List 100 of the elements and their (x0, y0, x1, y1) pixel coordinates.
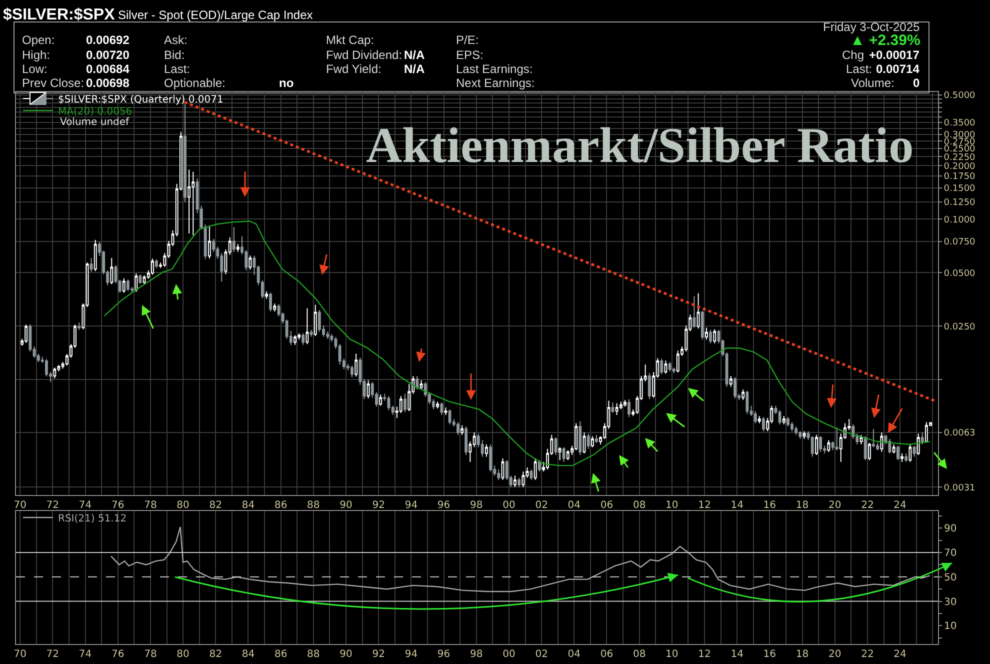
candlestick (151, 258, 154, 276)
x-tick-label: 80 (176, 649, 190, 660)
text: N/A (404, 62, 425, 76)
y-tick-label: 0.0031 (944, 483, 976, 494)
candlestick (513, 475, 516, 488)
x-tick-label: 02 (535, 500, 548, 511)
text: Ask: (164, 33, 188, 47)
x-tick-label: 20 (828, 500, 842, 511)
text: +0.00017 (869, 48, 920, 62)
candlestick (713, 328, 716, 344)
x-tick-label: 22 (861, 649, 874, 660)
chart-subtitle: Silver - Spot (EOD)/Large Cap Index (118, 8, 313, 22)
x-tick-label: 86 (274, 649, 288, 660)
candlestick (705, 327, 708, 340)
candlestick (534, 458, 537, 481)
candlestick (908, 444, 912, 462)
candlestick (538, 460, 541, 472)
candlestick (122, 278, 126, 294)
candlestick (273, 303, 276, 312)
x-tick-label: 02 (535, 649, 548, 660)
x-tick-label: 76 (111, 500, 124, 511)
text: Fwd Dividend: (326, 48, 402, 62)
y-tick-label: 0.1500 (944, 184, 976, 194)
candlestick (566, 450, 570, 461)
y-tick-label: 70 (944, 548, 957, 559)
x-tick-label: 06 (600, 649, 614, 660)
candlestick (586, 433, 590, 450)
x-tick-label: 16 (763, 500, 776, 511)
candlestick (794, 426, 798, 436)
text: Low: (22, 62, 48, 76)
x-tick-label: 80 (176, 500, 190, 511)
x-tick-label: 92 (372, 649, 385, 660)
candlestick (758, 415, 761, 424)
y-tick-label: 0.5000 (944, 91, 976, 102)
candlestick (489, 444, 492, 472)
y-tick-label: 0.2250 (944, 152, 976, 163)
x-tick-label: 82 (209, 649, 222, 660)
y-tick-label: 0.1750 (944, 172, 976, 182)
y-tick-label: 50 (944, 572, 957, 584)
candlestick (900, 452, 904, 462)
text: Last: (846, 62, 872, 76)
candlestick (582, 432, 586, 454)
candlestick (660, 358, 664, 375)
candlestick (558, 446, 562, 461)
text: 0.00714 (876, 62, 920, 76)
x-tick-label: 24 (894, 500, 906, 511)
y-tick-label: 0.0250 (944, 322, 976, 332)
candlestick (696, 292, 700, 330)
text: Optionable: (164, 76, 226, 90)
candlestick (729, 375, 732, 388)
candlestick (314, 304, 317, 336)
candlestick (236, 243, 240, 252)
candlestick (184, 104, 187, 202)
x-tick-label: 00 (502, 649, 516, 660)
text: High: (22, 48, 50, 62)
candlestick (782, 415, 786, 425)
candlestick (904, 452, 908, 462)
candlestick (484, 444, 488, 458)
candlestick (192, 171, 195, 236)
candlestick (611, 402, 614, 414)
candlestick (664, 360, 668, 374)
candlestick (154, 258, 158, 268)
candlestick (676, 350, 680, 374)
x-tick-label: 84 (242, 500, 255, 511)
candlestick (835, 427, 838, 451)
x-tick-label: 08 (632, 500, 646, 511)
candlestick (460, 424, 464, 436)
candlestick (896, 445, 900, 461)
x-tick-label: 82 (209, 500, 222, 511)
candlestick (734, 376, 736, 399)
candlestick (464, 426, 468, 456)
candlestick (440, 402, 444, 416)
x-tick-label: 12 (698, 649, 711, 660)
text: 0.00684 (86, 62, 130, 76)
text: Next Earnings: (456, 76, 535, 90)
x-tick-label: 86 (274, 500, 288, 511)
candlestick (892, 444, 896, 454)
x-tick-label: 94 (404, 500, 418, 511)
x-tick-label: 78 (144, 649, 157, 660)
text: Open: (22, 33, 55, 47)
candlestick (916, 433, 920, 456)
text: Mkt Cap: (326, 33, 374, 47)
candlestick (399, 396, 402, 414)
x-tick-label: 74 (78, 649, 92, 660)
text: 0 (913, 76, 920, 90)
candlestick (138, 274, 142, 284)
text: P/E: (456, 33, 479, 47)
candlestick (868, 442, 871, 461)
candlestick (574, 422, 578, 451)
candlestick (815, 434, 818, 456)
text: Chg (842, 48, 864, 62)
y-tick-label: 0.3500 (944, 118, 976, 129)
candlestick (880, 432, 884, 452)
legend-label: RSI(21) 51.12 (58, 513, 127, 524)
text: Friday 3-Oct-2025 (823, 20, 920, 34)
x-tick-label: 10 (666, 649, 678, 660)
candlestick (920, 432, 924, 445)
x-tick-label: 20 (828, 649, 842, 660)
x-tick-label: 98 (470, 500, 483, 511)
candlestick (350, 365, 354, 378)
